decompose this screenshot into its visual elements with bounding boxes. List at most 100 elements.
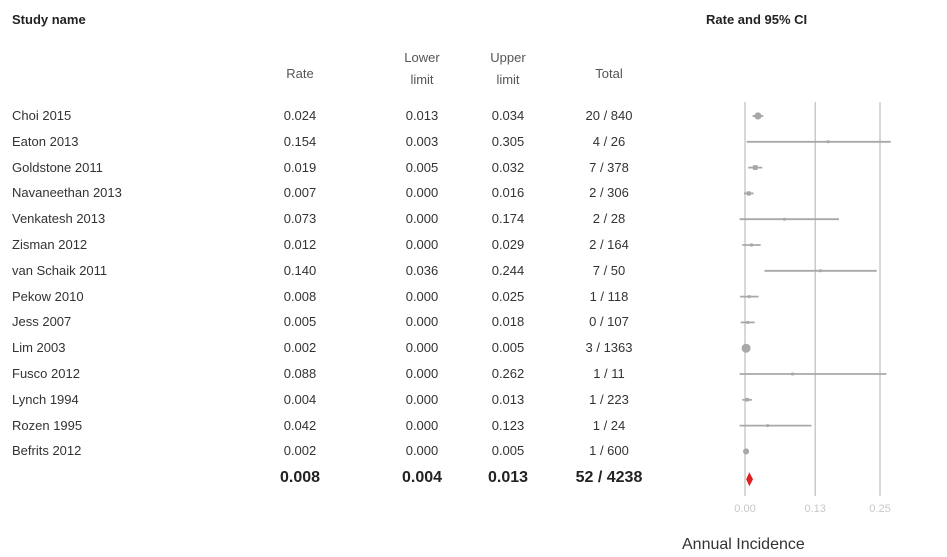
study-name: Lynch 1994 bbox=[12, 391, 79, 407]
study-upper: 0.123 bbox=[491, 417, 525, 433]
study-lower: 0.036 bbox=[405, 262, 439, 278]
point-estimate bbox=[743, 448, 750, 455]
point-estimate bbox=[782, 217, 786, 221]
study-name: Navaneethan 2013 bbox=[12, 185, 122, 201]
study-lower: 0.000 bbox=[405, 314, 439, 330]
study-total: 20 / 840 bbox=[585, 108, 633, 123]
study-name-header: Study name bbox=[12, 12, 86, 27]
study-rate: 0.088 bbox=[283, 366, 317, 381]
study-upper: 0.174 bbox=[491, 211, 525, 227]
study-name: Zisman 2012 bbox=[12, 237, 88, 252]
study-lower: 0.000 bbox=[405, 391, 439, 407]
point-estimate bbox=[745, 397, 750, 402]
study-total: 3 / 1363 bbox=[585, 340, 633, 356]
study-name: Pekow 2010 bbox=[12, 288, 84, 304]
study-total: 2 / 306 bbox=[589, 185, 629, 201]
point-estimate bbox=[749, 243, 754, 247]
study-name: Goldstone 2011 bbox=[12, 159, 103, 175]
point-estimate bbox=[746, 320, 750, 324]
study-total: 1 / 24 bbox=[592, 417, 626, 433]
point-estimate bbox=[741, 343, 751, 353]
study-name: Venkatesh 2013 bbox=[12, 211, 106, 227]
study-lower: 0.005 bbox=[405, 159, 439, 175]
study-upper: 0.034 bbox=[491, 108, 525, 123]
pooled-lower: 0.004 bbox=[401, 469, 443, 487]
study-upper: 0.016 bbox=[491, 185, 525, 201]
upper-limit-column-header: Upper limit bbox=[490, 50, 526, 87]
study-name: Jess 2007 bbox=[12, 314, 72, 330]
study-name: Rozen 1995 bbox=[12, 417, 83, 433]
study-upper: 0.244 bbox=[491, 262, 525, 278]
x-axis-label: Annual Incidence bbox=[682, 536, 805, 553]
pooled-rate: 0.008 bbox=[279, 469, 321, 487]
x-tick-label: 0.13 bbox=[804, 503, 825, 515]
study-total: 2 / 28 bbox=[592, 211, 626, 227]
study-total: 1 / 118 bbox=[589, 288, 629, 304]
study-upper: 0.005 bbox=[491, 340, 525, 356]
study-rate: 0.154 bbox=[283, 133, 317, 149]
study-name: Choi 2015 bbox=[12, 108, 72, 123]
study-lower: 0.000 bbox=[405, 443, 439, 459]
study-upper: 0.305 bbox=[491, 133, 525, 149]
study-name: Lim 2003 bbox=[12, 340, 66, 356]
study-rate: 0.002 bbox=[283, 340, 317, 356]
x-tick-label: 0.25 bbox=[869, 503, 890, 515]
study-name: Befrits 2012 bbox=[12, 443, 82, 459]
pooled-diamond bbox=[746, 472, 754, 487]
study-lower: 0.003 bbox=[405, 133, 439, 149]
study-total: 1 / 223 bbox=[589, 391, 629, 407]
study-rate: 0.073 bbox=[283, 211, 317, 227]
point-estimate bbox=[746, 191, 751, 196]
study-rate: 0.042 bbox=[283, 417, 317, 433]
study-rate: 0.008 bbox=[283, 288, 317, 304]
point-estimate bbox=[791, 372, 795, 376]
study-upper: 0.032 bbox=[491, 159, 525, 175]
study-lower: 0.000 bbox=[405, 288, 439, 304]
study-name: van Schaik 2011 bbox=[12, 262, 108, 278]
study-lower: 0.000 bbox=[405, 417, 439, 433]
lower-limit-column-header: Lower limit bbox=[404, 50, 440, 87]
study-upper: 0.029 bbox=[491, 237, 525, 252]
study-rate: 0.007 bbox=[283, 185, 317, 201]
point-estimate bbox=[766, 424, 770, 428]
pooled-upper: 0.013 bbox=[487, 469, 529, 487]
study-upper: 0.025 bbox=[491, 288, 525, 304]
x-tick-label: 0.00 bbox=[734, 503, 755, 515]
study-lower: 0.000 bbox=[405, 185, 439, 201]
rate-ci-header: Rate and 95% CI bbox=[706, 12, 808, 27]
study-lower: 0.000 bbox=[405, 237, 439, 252]
study-total: 2 / 164 bbox=[589, 237, 629, 252]
study-rate: 0.140 bbox=[283, 262, 317, 278]
study-rate: 0.019 bbox=[283, 159, 317, 175]
point-estimate bbox=[754, 112, 762, 120]
point-estimate bbox=[752, 165, 758, 171]
study-name: Eaton 2013 bbox=[12, 133, 79, 149]
study-total: 1 / 11 bbox=[593, 366, 625, 381]
study-rate: 0.004 bbox=[283, 391, 317, 407]
study-lower: 0.000 bbox=[405, 340, 439, 356]
rate-column-header: Rate bbox=[286, 66, 314, 81]
study-rate: 0.024 bbox=[283, 108, 317, 123]
study-upper: 0.013 bbox=[491, 391, 525, 407]
study-total: 7 / 50 bbox=[592, 262, 626, 278]
point-estimate bbox=[819, 269, 823, 273]
study-total: 7 / 378 bbox=[589, 159, 629, 175]
study-rate: 0.005 bbox=[283, 314, 317, 330]
study-upper: 0.262 bbox=[491, 366, 525, 381]
study-total: 4 / 26 bbox=[592, 133, 626, 149]
study-lower: 0.013 bbox=[405, 108, 439, 123]
study-lower: 0.000 bbox=[405, 211, 439, 227]
study-upper: 0.018 bbox=[491, 314, 525, 330]
study-total: 0 / 107 bbox=[589, 314, 629, 330]
point-estimate bbox=[747, 295, 751, 299]
point-estimate bbox=[826, 140, 830, 144]
study-total: 1 / 600 bbox=[589, 443, 629, 459]
study-lower: 0.000 bbox=[405, 366, 439, 381]
study-name: Fusco 2012 bbox=[12, 366, 80, 381]
study-rate: 0.002 bbox=[283, 443, 317, 459]
total-column-header: Total bbox=[595, 66, 623, 81]
study-upper: 0.005 bbox=[491, 443, 525, 459]
pooled-total: 52 / 4238 bbox=[575, 469, 643, 487]
study-rate: 0.012 bbox=[283, 237, 317, 252]
